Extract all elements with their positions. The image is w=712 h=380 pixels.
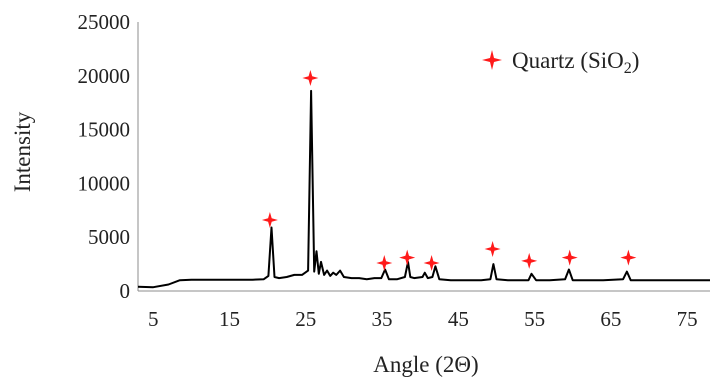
quartz-marker-plus-icon: [521, 252, 538, 269]
quartz-marker-plus-icon: [423, 255, 440, 271]
x-tick-label: 25: [295, 307, 316, 331]
x-tick-label: 75: [677, 307, 698, 331]
y-axis-title: Intensity: [10, 111, 35, 192]
x-tick-label: 65: [600, 307, 621, 331]
y-tick-label: 25000: [78, 10, 131, 34]
y-tick-label: 10000: [78, 171, 131, 195]
xrd-pattern-line: [137, 89, 710, 289]
quartz-peak-markers: [261, 70, 637, 271]
x-axis: 5 15 25 35 45 55 65 75: [138, 290, 710, 331]
quartz-marker-plus-icon: [484, 241, 501, 257]
y-tick-label: 0: [120, 279, 131, 303]
y-tick-label: 15000: [78, 118, 131, 142]
quartz-marker-plus-icon: [376, 255, 393, 271]
x-tick-label: 15: [219, 307, 240, 331]
x-tick-label: 5: [148, 307, 159, 331]
quartz-marker-plus-icon: [261, 212, 278, 228]
quartz-marker-plus-icon: [620, 249, 637, 266]
legend-label: Quartz (SiO2): [512, 48, 639, 77]
legend-marker-plus-icon: [482, 50, 502, 70]
y-tick-label: 20000: [78, 64, 131, 88]
quartz-marker-plus-icon: [302, 70, 319, 86]
x-axis-title: Angle (2Θ): [373, 352, 478, 377]
legend: Quartz (SiO2): [482, 48, 639, 77]
y-axis: 0 5000 10000 15000 20000 25000: [78, 10, 139, 303]
y-tick-label: 5000: [88, 225, 130, 249]
quartz-marker-plus-icon: [399, 249, 416, 266]
x-tick-label: 45: [448, 307, 469, 331]
x-tick-label: 55: [524, 307, 545, 331]
quartz-marker-plus-icon: [561, 249, 578, 266]
x-tick-label: 35: [372, 307, 393, 331]
